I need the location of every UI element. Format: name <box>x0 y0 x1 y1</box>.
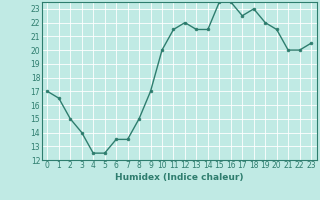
X-axis label: Humidex (Indice chaleur): Humidex (Indice chaleur) <box>115 173 244 182</box>
